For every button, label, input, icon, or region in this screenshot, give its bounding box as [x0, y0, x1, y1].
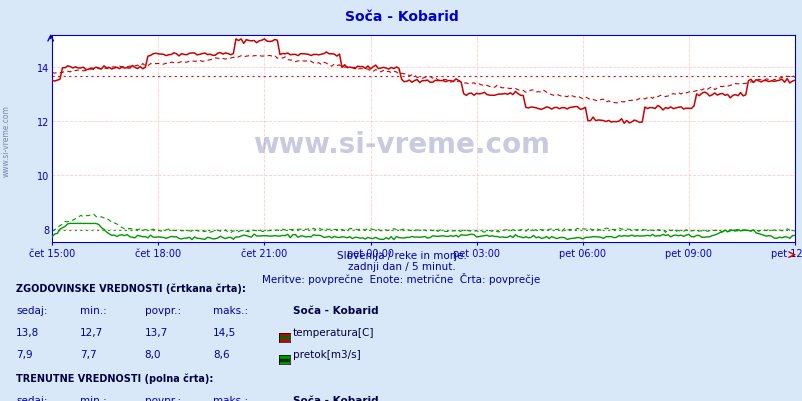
Text: 7,9: 7,9: [16, 349, 33, 359]
Text: Soča - Kobarid: Soča - Kobarid: [293, 395, 379, 401]
Text: min.:: min.:: [80, 305, 107, 315]
Text: sedaj:: sedaj:: [16, 395, 47, 401]
Text: sedaj:: sedaj:: [16, 305, 47, 315]
Text: 7,7: 7,7: [80, 349, 97, 359]
Text: Soča - Kobarid: Soča - Kobarid: [344, 10, 458, 24]
Text: Slovenija / reke in morje.: Slovenija / reke in morje.: [336, 251, 466, 261]
Text: TRENUTNE VREDNOSTI (polna črta):: TRENUTNE VREDNOSTI (polna črta):: [16, 373, 213, 383]
Text: www.si-vreme.com: www.si-vreme.com: [253, 130, 549, 158]
Text: maks.:: maks.:: [213, 395, 248, 401]
Text: ZGODOVINSKE VREDNOSTI (črtkana črta):: ZGODOVINSKE VREDNOSTI (črtkana črta):: [16, 283, 245, 293]
Text: maks.:: maks.:: [213, 305, 248, 315]
Text: 14,5: 14,5: [213, 327, 236, 337]
Text: pretok[m3/s]: pretok[m3/s]: [293, 349, 360, 359]
Text: povpr.:: povpr.:: [144, 395, 180, 401]
Text: 13,8: 13,8: [16, 327, 39, 337]
Text: temperatura[C]: temperatura[C]: [293, 327, 374, 337]
Text: 8,6: 8,6: [213, 349, 229, 359]
Text: min.:: min.:: [80, 395, 107, 401]
Text: 8,0: 8,0: [144, 349, 161, 359]
Text: zadnji dan / 5 minut.: zadnji dan / 5 minut.: [347, 261, 455, 271]
Text: Soča - Kobarid: Soča - Kobarid: [293, 305, 379, 315]
Text: povpr.:: povpr.:: [144, 305, 180, 315]
Text: Meritve: povprečne  Enote: metrične  Črta: povprečje: Meritve: povprečne Enote: metrične Črta:…: [262, 272, 540, 284]
Text: 13,7: 13,7: [144, 327, 168, 337]
Text: www.si-vreme.com: www.si-vreme.com: [2, 105, 11, 176]
Text: 12,7: 12,7: [80, 327, 103, 337]
